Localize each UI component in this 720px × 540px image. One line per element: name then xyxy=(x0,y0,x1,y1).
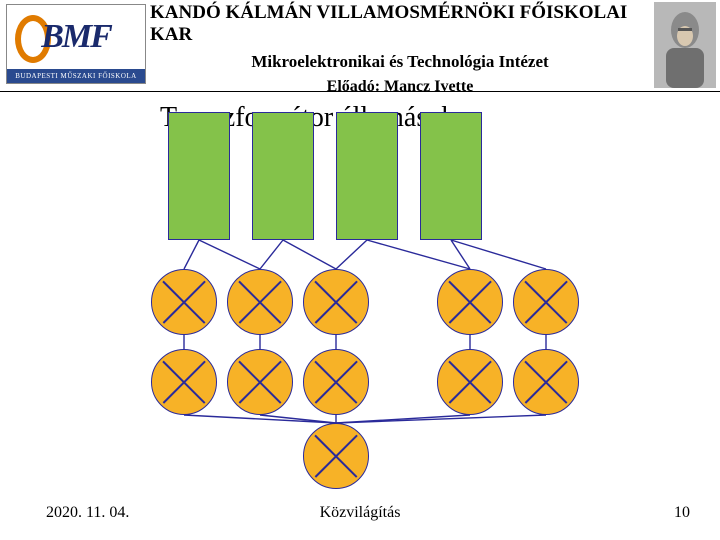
logo-left: BMF BUDAPESTI MŰSZAKI FŐISKOLA xyxy=(6,4,146,84)
station-node xyxy=(437,269,503,335)
diagram-edge xyxy=(336,240,367,269)
header-line2: Mikroelektronikai és Technológia Intézet xyxy=(251,52,548,72)
transformer-rect xyxy=(252,112,314,240)
footer-page: 10 xyxy=(674,504,690,522)
station-node xyxy=(303,423,369,489)
logo-text: BMF xyxy=(7,5,145,69)
station-node xyxy=(227,269,293,335)
diagram-edge xyxy=(184,240,199,269)
diagram-edge xyxy=(283,240,336,269)
station-node xyxy=(513,269,579,335)
header-text: KANDÓ KÁLMÁN VILLAMOSMÉRNÖKI FŐISKOLAI K… xyxy=(150,0,650,92)
header-line1: KANDÓ KÁLMÁN VILLAMOSMÉRNÖKI FŐISKOLAI K… xyxy=(150,2,650,46)
header: BMF BUDAPESTI MŰSZAKI FŐISKOLA KANDÓ KÁL… xyxy=(0,0,720,92)
transformer-rect xyxy=(336,112,398,240)
station-node xyxy=(227,349,293,415)
diagram-edge xyxy=(199,240,260,269)
diagram-canvas xyxy=(0,92,720,492)
logo-band: BUDAPESTI MŰSZAKI FŐISKOLA xyxy=(7,69,145,83)
station-node xyxy=(437,349,503,415)
station-node xyxy=(151,349,217,415)
diagram-edge xyxy=(260,240,283,269)
transformer-rect xyxy=(420,112,482,240)
station-node xyxy=(303,349,369,415)
transformer-rect xyxy=(168,112,230,240)
portrait-photo xyxy=(654,2,716,88)
station-node xyxy=(303,269,369,335)
station-node xyxy=(513,349,579,415)
diagram-edge xyxy=(184,415,336,423)
logo-letters: BMF xyxy=(41,18,111,56)
diagram-edge xyxy=(451,240,546,269)
footer-center: Közvilágítás xyxy=(0,504,720,522)
station-node xyxy=(151,269,217,335)
